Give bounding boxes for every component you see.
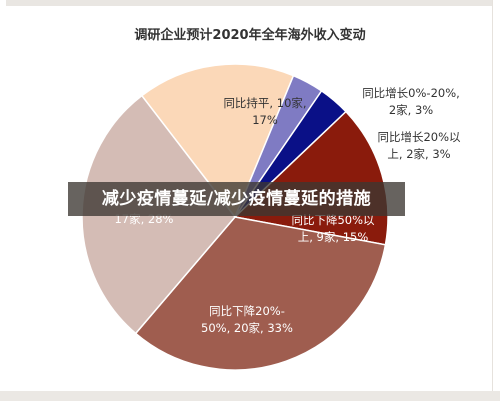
slice-label-line: 2家, 3% xyxy=(388,103,434,117)
pie-slice-decline-20-50 xyxy=(134,216,387,371)
slice-label-line: 同比持平, 10家, xyxy=(223,96,307,110)
slice-label-line: 同比下降20%- xyxy=(209,304,285,318)
slice-label-decline-over-50: 同比下降50%以 上, 9家, 15% xyxy=(280,212,386,246)
slice-label-line: 同比增长20%以 xyxy=(377,130,461,144)
slice-label-line: 上, 2家, 3% xyxy=(387,147,451,161)
overlay-banner: 减少疫情蔓延/减少疫情蔓延的措施 xyxy=(68,182,405,216)
slice-label-line: 同比下降50%以 xyxy=(291,213,375,227)
slice-label-line: 同比增长0%-20%, xyxy=(362,86,460,100)
pie-slice-flat xyxy=(140,63,295,219)
slice-label-line: 上, 9家, 15% xyxy=(297,230,369,244)
slice-label-flat: 同比持平, 10家, 17% xyxy=(205,95,325,129)
slice-label-growth-over-20: 同比增长20%以 上, 2家, 3% xyxy=(366,129,472,163)
slice-label-growth-0-20: 同比增长0%-20%, 2家, 3% xyxy=(352,85,470,119)
frame-left-border xyxy=(0,0,6,401)
frame-right-border xyxy=(492,0,500,401)
slice-label-decline-20-50: 同比下降20%- 50%, 20家, 33% xyxy=(182,303,312,337)
slice-label-line: 50%, 20家, 33% xyxy=(201,321,293,335)
chart-title: 调研企业预计2020年全年海外收入变动 xyxy=(134,28,366,43)
slice-label-line: 17% xyxy=(252,113,278,127)
frame-top-border xyxy=(0,0,500,6)
frame-bottom-border xyxy=(0,391,500,401)
